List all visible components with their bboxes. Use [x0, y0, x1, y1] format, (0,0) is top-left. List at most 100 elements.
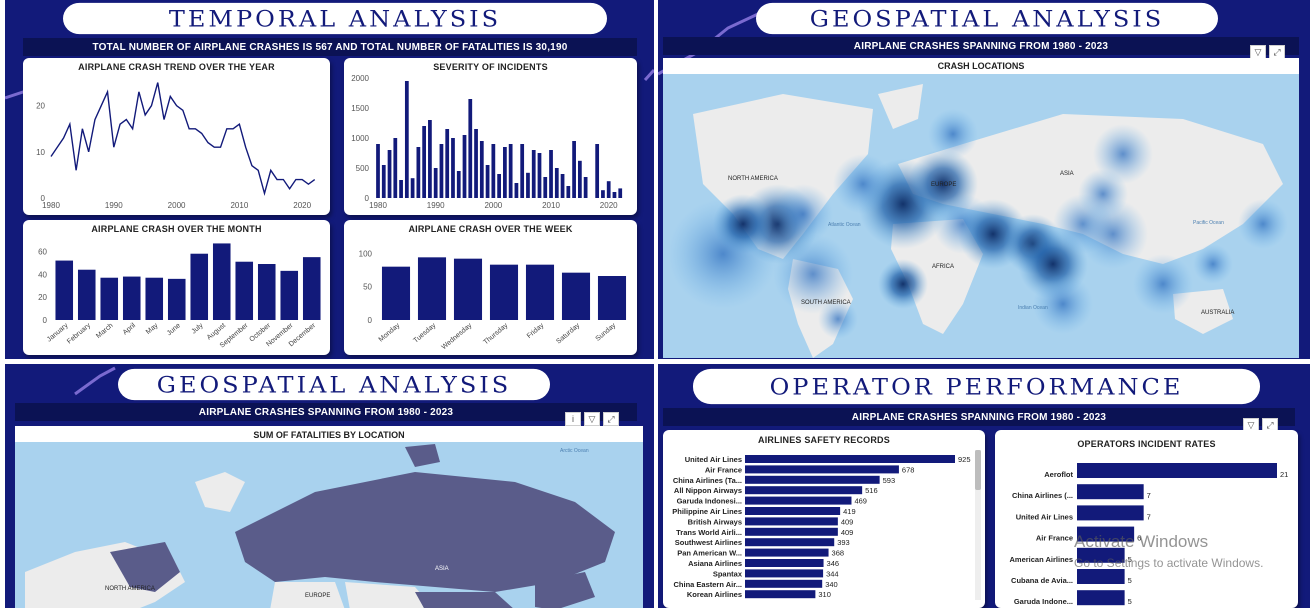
- month-card[interactable]: AIRPLANE CRASH OVER THE MONTH 0 20 40 60 Jan…: [23, 220, 330, 355]
- category-label: Air France: [1036, 534, 1073, 543]
- airlines-safety-title: AIRLINES SAFETY RECORDS: [758, 435, 890, 445]
- severity-bar: [387, 150, 392, 198]
- crash-locations-map[interactable]: CRASH LOCATIONS: [663, 58, 1299, 358]
- focus-mode-icon[interactable]: ⤢: [603, 412, 619, 426]
- severity-bar: [456, 171, 461, 198]
- x-tick-label: February: [66, 322, 92, 346]
- operator-banner: AIRPLANE CRASHES SPANNING FROM 1980 - 20…: [663, 408, 1295, 426]
- filter-icon[interactable]: ▽: [584, 412, 600, 426]
- value-label: 340: [825, 580, 838, 589]
- label-australia: AUSTRALIA: [1201, 310, 1234, 316]
- category-label: Aeroflot: [1044, 470, 1073, 479]
- category-label: United Air Lines: [685, 455, 742, 464]
- label-arctic: Arctic Ocean: [560, 448, 589, 454]
- severity-chart: 0 500 1000 1500 2000 1980 1990 2000 2010 2020: [351, 74, 623, 210]
- y-tick-label: 0: [365, 194, 370, 203]
- bar-3: [1077, 526, 1135, 542]
- category-label: Southwest Airlines: [675, 538, 742, 547]
- geo1-banner: AIRPLANE CRASHES SPANNING FROM 1980 - 20…: [663, 37, 1299, 55]
- severity-bar: [554, 168, 559, 198]
- airlines-safety-chart: United Air Lines 925 Air France 678 China Ai…: [672, 450, 981, 600]
- bar-june: [167, 278, 186, 320]
- value-label: 409: [841, 517, 854, 526]
- bar-6: [1077, 590, 1125, 606]
- bar-1: [1077, 484, 1144, 500]
- x-tick-label: Sunday: [595, 322, 618, 343]
- severity-card[interactable]: SEVERITY OF INCIDENTS 0 500 1000 1500 2000 19…: [344, 58, 637, 215]
- airlines-safety-card[interactable]: AIRLINES SAFETY RECORDS United Air Lines…: [663, 430, 985, 608]
- severity-bar: [479, 141, 484, 198]
- operators-incident-card[interactable]: OPERATORS INCIDENT RATES Aeroflot 21 China…: [995, 430, 1298, 608]
- severity-bar: [485, 165, 490, 198]
- severity-bar: [572, 141, 576, 198]
- severity-bar: [376, 144, 380, 198]
- label-pacific: Pacific Ocean: [1193, 220, 1224, 226]
- category-label: China Airlines (Ta...: [673, 476, 742, 485]
- bar-2: [745, 475, 880, 484]
- label-indian: Indian Ocean: [1018, 305, 1048, 311]
- bar-march: [100, 277, 119, 320]
- bar-sunday: [597, 276, 627, 320]
- severity-bar: [462, 135, 467, 198]
- bar-tuesday: [417, 257, 447, 320]
- bar-thursday: [489, 264, 519, 320]
- x-tick-label: 1990: [105, 201, 123, 210]
- x-tick-label: Tuesday: [412, 322, 437, 345]
- filter-icon[interactable]: ▽: [1250, 45, 1266, 59]
- bar-4: [1077, 547, 1125, 563]
- bar-friday: [525, 264, 555, 320]
- crash-locations-title: CRASH LOCATIONS: [937, 61, 1025, 71]
- value-label: 7: [1147, 491, 1151, 500]
- severity-bar: [549, 150, 553, 198]
- y-tick-label: 60: [38, 247, 47, 256]
- bar-february: [77, 269, 96, 320]
- bar-wednesday: [453, 258, 483, 320]
- severity-bar: [451, 138, 455, 198]
- bar-3: [745, 486, 863, 495]
- bar-april: [122, 276, 141, 320]
- scrollbar-thumb[interactable]: [975, 450, 981, 490]
- fatalities-map[interactable]: SUM OF FATALITIES BY LOCATION NORTH AMER…: [15, 426, 643, 608]
- bar-saturday: [561, 272, 591, 320]
- x-tick-label: 2020: [293, 201, 311, 210]
- category-label: British Airways: [688, 517, 742, 526]
- operator-title: OPERATOR PERFORMANCE: [693, 368, 1260, 405]
- severity-bar: [595, 144, 600, 198]
- x-tick-label: May: [145, 322, 160, 336]
- filter-icon[interactable]: ▽: [1243, 418, 1259, 432]
- severity-bar: [514, 183, 519, 198]
- y-tick-label: 0: [368, 316, 373, 325]
- bar-4: [745, 496, 852, 505]
- value-label: 469: [854, 497, 867, 506]
- bar-10: [745, 559, 824, 567]
- bar-11: [745, 569, 824, 578]
- value-label: 409: [841, 528, 854, 537]
- severity-bar: [601, 190, 605, 198]
- severity-bar: [433, 168, 438, 198]
- value-label: 925: [958, 455, 971, 464]
- fatalities-choropleth: NORTH AMERICA EUROPE ASIA Arctic Ocean: [15, 442, 643, 608]
- severity-bar: [508, 144, 513, 198]
- x-tick-label: Friday: [526, 322, 546, 340]
- x-tick-label: 1990: [427, 201, 445, 210]
- info-icon[interactable]: i: [565, 412, 581, 426]
- operators-incident-title: OPERATORS INCIDENT RATES: [1077, 439, 1216, 449]
- geospatial-choropleth-panel: GEOSPATIAL ANALYSIS AIRPLANE CRASHES SPA…: [5, 364, 654, 608]
- bar-december: [302, 257, 321, 320]
- y-tick-label: 50: [363, 283, 372, 292]
- category-label: Air France: [705, 465, 742, 474]
- week-title: AIRPLANE CRASH OVER THE WEEK: [408, 224, 573, 234]
- y-tick-label: 0: [41, 194, 46, 203]
- value-label: 344: [826, 569, 839, 578]
- severity-bar: [606, 181, 611, 198]
- trend-line: [50, 82, 316, 197]
- crash-trend-chart: 0 10 20 1980 1990 2000 2010 2020: [36, 82, 316, 210]
- severity-bar: [612, 192, 617, 198]
- x-tick-label: 2000: [484, 201, 502, 210]
- focus-mode-icon[interactable]: ⤢: [1269, 45, 1285, 59]
- bar-january: [55, 260, 74, 320]
- week-card[interactable]: AIRPLANE CRASH OVER THE WEEK 0 50 100 Monda…: [344, 220, 637, 355]
- severity-bar: [566, 186, 571, 198]
- crash-trend-card[interactable]: AIRPLANE CRASH TREND OVER THE YEAR 0 10 20…: [23, 58, 330, 215]
